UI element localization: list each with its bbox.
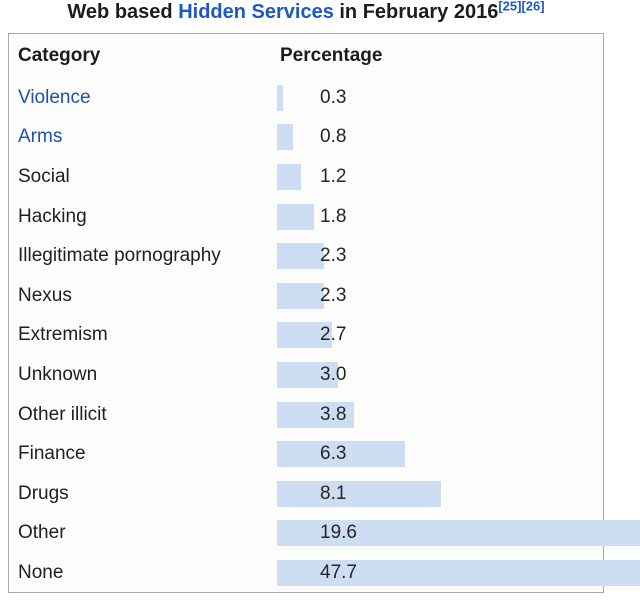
percentage-value: 1.2 xyxy=(320,165,347,187)
percentage-bar xyxy=(277,124,294,151)
category-label: Other illicit xyxy=(18,403,107,425)
percentage-value: 2.3 xyxy=(320,284,347,306)
table-row: Illegitimate pornography 2.3 xyxy=(9,236,603,276)
category-label: Illegitimate pornography xyxy=(18,245,221,267)
percentage-cell: 3.8 xyxy=(277,395,603,435)
percentage-value: 0.3 xyxy=(320,86,347,108)
percentage-cell: 3.0 xyxy=(277,355,603,395)
category-label: Unknown xyxy=(18,363,98,385)
category-label: Other xyxy=(18,522,66,544)
category-label: Social xyxy=(18,165,70,187)
table-row: Finance 6.3 xyxy=(9,434,603,474)
percentage-cell: 19.6 xyxy=(277,514,640,554)
percentage-bar xyxy=(277,203,314,230)
percentage-bar xyxy=(277,559,640,586)
caption-prefix-text: Web based xyxy=(67,1,179,23)
table-row: Drugs 8.1 xyxy=(9,474,603,514)
column-header-percentage: Percentage xyxy=(280,45,383,66)
category-label: Extremism xyxy=(18,324,108,346)
table-row: Other illicit 3.8 xyxy=(9,395,603,435)
percentage-cell: 2.3 xyxy=(277,276,603,316)
reference-marks: [25][26] xyxy=(498,0,544,13)
table-row: Social 1.2 xyxy=(9,157,603,197)
ref-26-link[interactable]: [26] xyxy=(521,0,545,14)
percentage-bar xyxy=(277,84,284,111)
percentage-value: 6.3 xyxy=(320,443,347,465)
table-row: Violence 0.3 xyxy=(9,78,603,118)
column-header-category: Category xyxy=(18,45,101,66)
percentage-cell: 1.2 xyxy=(277,157,603,197)
percentage-value: 1.8 xyxy=(320,205,347,227)
table-row: Nexus 2.3 xyxy=(9,276,603,316)
percentage-bar xyxy=(277,441,405,468)
column-header-percentage-cell: Percentage xyxy=(277,34,603,78)
percentage-bar xyxy=(277,520,640,547)
category-link[interactable]: Violence xyxy=(18,86,91,108)
table-row: Other 19.6 xyxy=(9,514,640,554)
category-label: None xyxy=(18,561,64,583)
table-body: Violence 0.3 Arms 0.8 Social 1.2 Hacking… xyxy=(9,78,640,593)
percentage-bar xyxy=(277,322,332,349)
table-caption: Web based Hidden Services in February 20… xyxy=(8,0,604,24)
percentage-cell: 1.8 xyxy=(277,197,603,237)
percentage-bar xyxy=(277,163,302,190)
table-row: Arms 0.8 xyxy=(9,118,603,158)
percentage-value: 2.3 xyxy=(320,245,347,267)
percentage-bar xyxy=(277,361,338,388)
percentage-cell: 2.7 xyxy=(277,316,603,356)
percentage-value: 2.7 xyxy=(320,324,347,346)
percentage-value: 47.7 xyxy=(320,561,357,583)
percentage-cell: 2.3 xyxy=(277,236,603,276)
table-row: Extremism 2.7 xyxy=(9,316,603,356)
table-row: Unknown 3.0 xyxy=(9,355,603,395)
category-label: Hacking xyxy=(18,205,87,227)
ref-25-link[interactable]: [25] xyxy=(498,0,522,14)
category-label: Nexus xyxy=(18,284,72,306)
category-label: Finance xyxy=(18,443,86,465)
category-link[interactable]: Arms xyxy=(18,126,63,148)
table-row: Hacking 1.8 xyxy=(9,197,603,237)
percentage-bar xyxy=(277,480,442,507)
percentage-cell: 0.8 xyxy=(277,118,603,158)
percentage-value: 19.6 xyxy=(320,522,357,544)
percentage-value: 0.8 xyxy=(320,126,347,148)
percentage-value: 8.1 xyxy=(320,482,347,504)
percentage-cell: 6.3 xyxy=(277,434,603,474)
percentage-bar xyxy=(277,243,324,270)
hidden-services-table: Category Percentage Violence 0.3 Arms 0.… xyxy=(8,33,640,593)
hidden-services-link[interactable]: Hidden Services xyxy=(178,1,334,23)
category-label: Drugs xyxy=(18,482,69,504)
percentage-cell: 0.3 xyxy=(277,78,603,118)
percentage-value: 3.8 xyxy=(320,403,347,425)
percentage-bar xyxy=(277,282,324,309)
percentage-cell: 47.7 xyxy=(277,553,640,593)
percentage-cell: 8.1 xyxy=(277,474,603,514)
table-row: None 47.7 xyxy=(9,553,640,593)
table-header-row: Category Percentage xyxy=(9,34,603,78)
percentage-value: 3.0 xyxy=(320,363,347,385)
caption-suffix-text: in February 2016 xyxy=(333,1,499,23)
percentage-bar xyxy=(277,401,355,428)
